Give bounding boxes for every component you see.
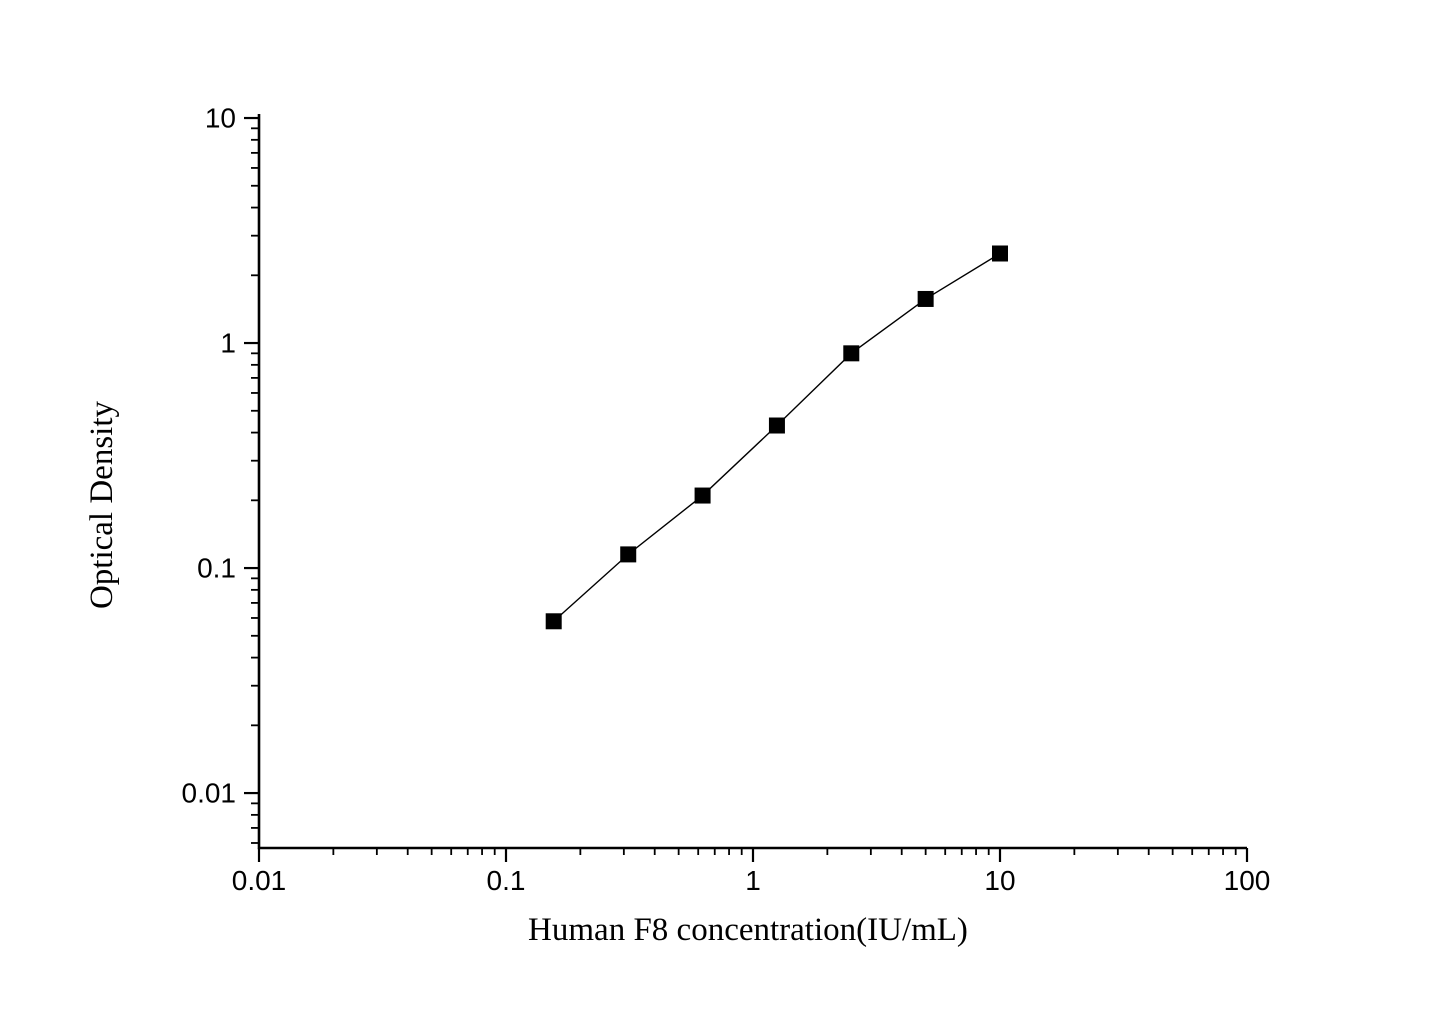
data-point-marker (917, 290, 934, 307)
y-tick-label: 1 (220, 328, 236, 359)
data-point-marker (768, 417, 785, 434)
x-tick-label: 0.1 (487, 865, 526, 896)
axis-spines (257, 114, 1247, 850)
data-series (545, 245, 1008, 630)
axes (257, 114, 1247, 850)
x-tick-label: 1 (745, 865, 761, 896)
data-point-marker (992, 245, 1008, 262)
x-tick-label: 100 (1224, 865, 1271, 896)
y-tick-label: 10 (205, 103, 236, 134)
x-tick-label: 0.01 (232, 865, 287, 896)
data-point-marker (545, 613, 562, 630)
x-tick-label: 10 (984, 865, 1015, 896)
data-point-marker (694, 487, 711, 504)
y-tick-label: 0.01 (182, 778, 237, 809)
data-point-marker (843, 345, 860, 362)
data-point-marker (620, 546, 637, 563)
series-line (553, 252, 1001, 622)
x-axis-title: Human F8 concentration(IU/mL) (528, 912, 968, 948)
axis-tick-labels: 0.01 0.1 1 10 100 0.01 0.1 1 10 (182, 103, 1271, 896)
y-tick-label: 0.1 (197, 553, 236, 584)
y-axis-title: Optical Density (84, 400, 120, 609)
axis-ticks (244, 116, 1249, 862)
